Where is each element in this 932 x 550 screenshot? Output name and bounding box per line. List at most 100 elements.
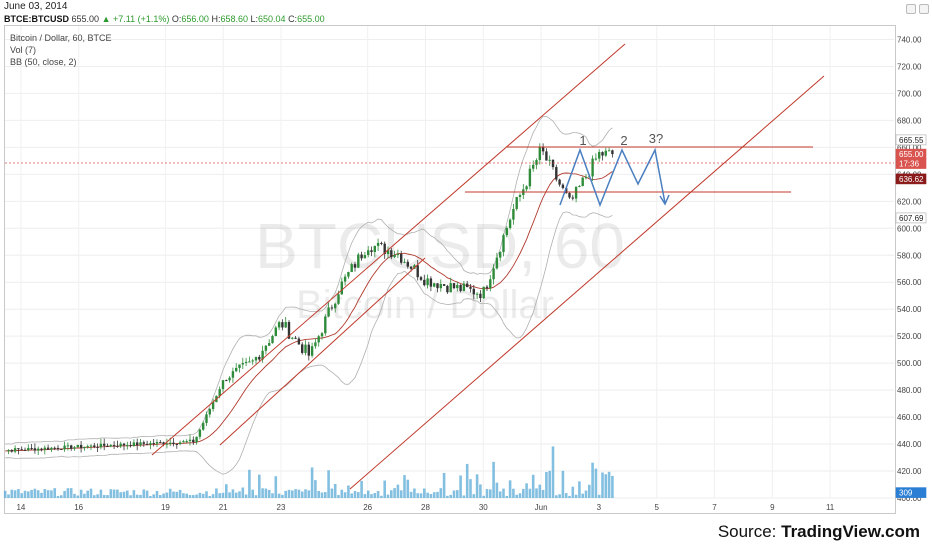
- volume-bar: [475, 474, 479, 498]
- volume-bar: [446, 495, 449, 498]
- volume-bar: [327, 470, 330, 498]
- volume-bar: [89, 488, 93, 498]
- candle-body: [598, 152, 601, 159]
- candle-body: [436, 283, 439, 289]
- volume-bar: [63, 490, 66, 498]
- volume-bar: [135, 494, 139, 498]
- candle-body: [403, 261, 406, 263]
- volume-bar: [373, 493, 377, 498]
- volume-bar: [244, 494, 248, 498]
- volume-bar: [340, 489, 344, 498]
- candle-body: [502, 235, 505, 253]
- volume-bar: [347, 485, 350, 498]
- candle-body: [426, 278, 429, 286]
- volume-bar: [505, 495, 509, 498]
- volume-bar: [607, 471, 611, 498]
- candle-body: [20, 449, 23, 451]
- candle-body: [145, 443, 149, 445]
- volume-bar: [390, 490, 393, 498]
- close-label: C:: [288, 14, 298, 24]
- candle-body: [462, 283, 466, 291]
- volume-bar: [145, 490, 149, 498]
- volume-bar: [495, 482, 499, 498]
- candle-body: [231, 371, 235, 378]
- candle-body: [568, 193, 571, 198]
- x-tick-label: 14: [16, 503, 25, 512]
- candle-body: [551, 159, 555, 168]
- candle-body: [182, 441, 185, 443]
- x-tick-label: 3: [597, 503, 602, 512]
- volume-bar: [370, 494, 373, 498]
- candle-body: [452, 283, 456, 289]
- candle-body: [27, 447, 30, 451]
- maximize-icon[interactable]: [919, 4, 929, 14]
- volume-bar: [317, 491, 320, 498]
- volume-bar: [172, 491, 175, 498]
- candle-body: [66, 445, 70, 447]
- candle-body: [228, 377, 231, 381]
- open-label: O:: [171, 14, 182, 24]
- open-value: 656.00: [181, 14, 209, 24]
- volume-bar: [13, 490, 17, 498]
- volume-bar: [53, 488, 56, 498]
- volume-bar: [238, 491, 241, 498]
- price-badge-support-label: 636.62: [899, 175, 924, 184]
- candle-body: [545, 151, 548, 161]
- volume-bar: [502, 488, 505, 498]
- volume-bar: [419, 493, 423, 498]
- candle-body: [515, 196, 518, 209]
- volume-bar: [139, 494, 142, 498]
- volume-bar: [218, 493, 221, 498]
- price-badge-low: [895, 212, 927, 224]
- candle-body: [423, 279, 426, 286]
- candle-body: [89, 445, 93, 447]
- volume-bar: [545, 471, 548, 498]
- volume-bar: [79, 489, 83, 498]
- volume-bar: [597, 494, 601, 498]
- candle-body: [238, 364, 241, 368]
- y-tick-label: 680.00: [897, 116, 922, 125]
- volume-bar: [126, 490, 129, 498]
- volume-bar: [149, 495, 152, 498]
- volume-bar: [360, 480, 363, 498]
- candle-body: [475, 293, 479, 295]
- volume-bar: [380, 495, 383, 498]
- volume-bar: [284, 490, 287, 498]
- volume-bar: [152, 494, 155, 498]
- candle-body: [459, 284, 462, 291]
- volume-bar: [287, 489, 291, 498]
- candle-body: [314, 342, 317, 347]
- candle-body: [360, 254, 363, 259]
- candle-body: [175, 443, 178, 445]
- candle-body: [327, 307, 330, 317]
- candle-body: [449, 283, 452, 293]
- candle-body: [159, 442, 162, 444]
- candle-body: [469, 287, 472, 289]
- volume-bar: [122, 491, 126, 498]
- volume-bar: [508, 480, 512, 498]
- chart-frame[interactable]: [4, 25, 896, 514]
- trend-lines: [5, 43, 894, 490]
- volume-bar: [30, 489, 33, 498]
- candle-body: [307, 344, 310, 356]
- y-tick-label: 400.00: [897, 494, 922, 503]
- candle-body: [33, 448, 37, 451]
- legend-bollinger: BB (50, close, 2): [10, 57, 77, 67]
- candle-body: [165, 443, 169, 445]
- candle-body: [221, 380, 225, 390]
- minimize-icon[interactable]: [906, 4, 916, 14]
- candle-body: [86, 446, 89, 448]
- volume-bar: [106, 495, 109, 498]
- volume-bar: [228, 492, 231, 498]
- change-value: +7.11 (+1.1%): [113, 14, 170, 24]
- candle-body: [409, 266, 413, 269]
- candle-body: [235, 367, 238, 372]
- volume-bar: [462, 495, 466, 498]
- candle-body: [109, 445, 112, 447]
- volume-bar: [482, 495, 485, 498]
- volume-bar: [439, 488, 443, 498]
- volume-bar: [46, 490, 50, 498]
- candle-body: [241, 363, 244, 365]
- volume-bar: [23, 490, 27, 498]
